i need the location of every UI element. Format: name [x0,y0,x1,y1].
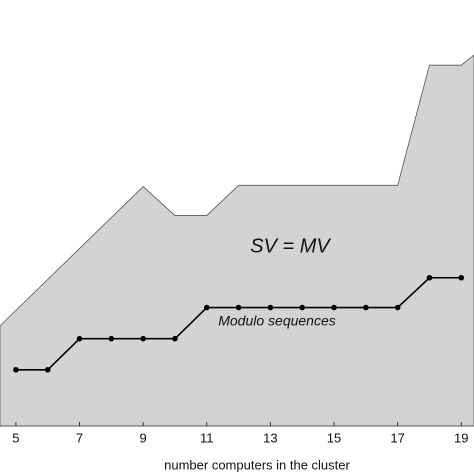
point [235,304,242,311]
point [140,335,146,342]
annotation: Modulo sequences [218,313,336,329]
x-tick-label: 7 [76,430,83,445]
x-axis-label: number computers in the cluster [164,457,350,472]
point [108,335,115,342]
point [299,304,306,311]
point [331,304,337,311]
point [13,366,19,373]
x-tick-label: 11 [200,430,214,445]
x-tick-label: 19 [454,430,468,445]
area [0,54,474,427]
x-tick-label: 15 [327,430,341,445]
point [267,304,274,311]
point [44,366,51,373]
point [426,274,433,281]
annotation: SV = MV [250,235,331,257]
point [203,304,210,311]
x-tick-label: 9 [140,430,147,445]
point [458,274,465,281]
point [172,335,178,342]
x-tick-label: 5 [12,430,19,445]
point [394,304,401,311]
point [363,304,369,311]
x-tick-label: 13 [263,430,277,445]
point [76,335,83,342]
x-tick-label: 17 [390,430,404,445]
